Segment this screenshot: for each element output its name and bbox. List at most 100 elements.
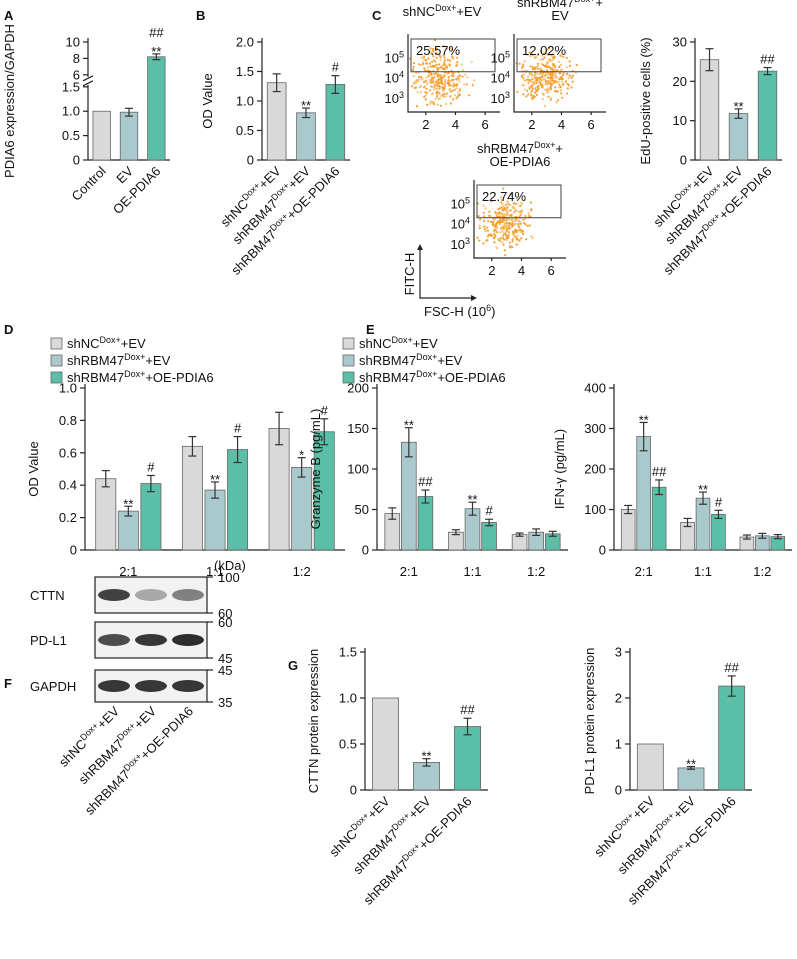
flow-event (521, 64, 525, 67)
y-tick-label: 0.5 (236, 123, 254, 138)
flow-event (544, 83, 547, 86)
flow-event (503, 238, 506, 241)
significance-mark: ** (210, 472, 220, 487)
significance-mark: # (321, 403, 329, 418)
flow-event (452, 74, 455, 77)
flow-event (425, 103, 429, 106)
flow-event (434, 60, 437, 63)
flow-event (536, 64, 539, 68)
flow-event (518, 239, 521, 242)
flow-event (559, 89, 563, 92)
flow-event (557, 60, 561, 63)
flow-event (541, 98, 544, 101)
flow-event (432, 47, 435, 51)
flow-event (537, 88, 540, 91)
text-part: +OE-PDIA6 (437, 370, 505, 385)
panel-label: B (196, 8, 205, 23)
flow-event (456, 91, 460, 94)
flow-event (432, 79, 435, 82)
flow-event (494, 228, 497, 231)
bar (757, 70, 778, 161)
flow-event (537, 67, 540, 70)
flow-event (425, 94, 428, 97)
flow-event (439, 56, 442, 59)
flow-event (417, 75, 420, 78)
flow-event (516, 90, 519, 93)
flow-event (533, 75, 536, 78)
flow-event (451, 55, 454, 58)
flow-event (534, 91, 537, 94)
flow-event (435, 63, 438, 66)
flow-event (423, 86, 426, 89)
flow-event (422, 55, 426, 58)
text-part: +EV (121, 336, 146, 351)
y-tick-label: 1 (615, 737, 622, 752)
text-part: Dox+ (574, 0, 595, 4)
flow-event (448, 88, 451, 91)
text-part: shNC (359, 336, 392, 351)
flow-event (543, 74, 547, 77)
flow-event (546, 61, 549, 64)
text-part: 10 (491, 50, 505, 65)
text-part: Dox+ (124, 352, 145, 362)
flow-event (443, 59, 446, 62)
panel-label: G (288, 658, 298, 673)
flow-event (544, 64, 547, 67)
flow-event (523, 60, 526, 63)
flow-event (558, 83, 561, 86)
flow-event (496, 212, 499, 215)
flow-event (543, 56, 546, 59)
flow-event (575, 63, 578, 67)
flow-event (456, 95, 459, 98)
significance-mark: ** (467, 492, 477, 507)
flow-event (509, 209, 512, 212)
axis-break (82, 80, 94, 87)
flow-event (529, 54, 532, 58)
flow-event (436, 74, 439, 78)
text-part: 6 (486, 303, 491, 313)
flow-event (498, 215, 501, 218)
flow-event (513, 235, 517, 238)
blot-row-label: CTTN (30, 588, 65, 603)
bar (296, 112, 316, 161)
bar (325, 84, 346, 161)
flow-event (435, 90, 439, 93)
flow-event (458, 87, 461, 90)
y-tick-label: 1.0 (59, 381, 77, 396)
flow-event (522, 218, 525, 221)
y-axis-label: OD Value (26, 441, 41, 496)
flow-event (507, 210, 510, 213)
flow-event (557, 81, 560, 84)
flow-event (452, 72, 455, 75)
flow-event (464, 73, 467, 76)
flow-event (428, 62, 431, 65)
significance-mark: ## (724, 660, 739, 675)
gate-percent: 22.74% (482, 189, 527, 204)
y-tick-label: 30 (673, 35, 687, 50)
flow-event (559, 69, 563, 72)
flow-event (510, 225, 514, 228)
y-tick-label: 0.2 (59, 510, 77, 525)
y-axis-label: PDIA6 expression/GAPDH (2, 24, 17, 178)
text-part: ) (491, 304, 495, 319)
flow-event (494, 211, 497, 214)
flow-event (452, 98, 455, 101)
panel-label: C (372, 8, 382, 23)
flow-event (534, 55, 537, 58)
text-part: Dox+ (416, 352, 437, 362)
flow-event (500, 196, 503, 199)
y-tick-label: 10 (673, 113, 687, 128)
flow-event (432, 76, 435, 79)
blot-band (135, 589, 167, 601)
y-tick-label: 0 (680, 153, 687, 168)
flow-event (486, 239, 489, 242)
flow-event (541, 73, 544, 76)
y-axis-label: EdU-positive cells (%) (638, 37, 653, 164)
legend-swatch (50, 371, 63, 384)
flow-event (411, 85, 414, 88)
flow-event (463, 83, 466, 86)
flow-event (540, 75, 543, 78)
text-part: shRBM47 (359, 370, 416, 385)
significance-mark: # (485, 503, 493, 518)
flow-y-tick-label: 104 (451, 216, 470, 232)
